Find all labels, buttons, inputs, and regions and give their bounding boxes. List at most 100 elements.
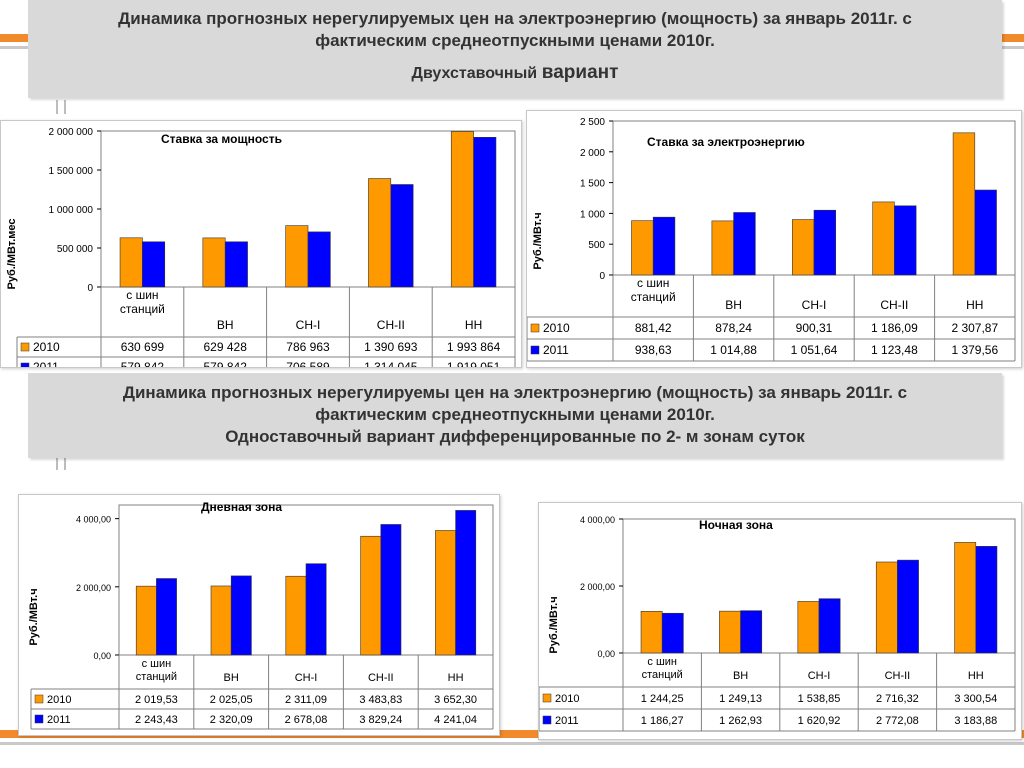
y-tick-label: 0,00 <box>597 649 615 659</box>
data-value-label: 579 842 <box>204 360 248 367</box>
divider-mark <box>64 100 66 114</box>
data-value-label: 1 993 864 <box>447 340 501 354</box>
data-value-label: 2 678,08 <box>285 714 328 726</box>
data-value-label: 938,63 <box>635 343 672 357</box>
legend-label-2010: 2010 <box>47 694 71 706</box>
data-value-label: 1 186,27 <box>641 715 684 727</box>
bar-2010-5 <box>954 542 977 654</box>
data-value-label: 1 390 693 <box>364 340 418 354</box>
chart-panel-day-zone: 0,00 2 000,00 4 000,00 Руб./МВт.ч Дневная зо… <box>18 494 500 736</box>
bar-2011-2 <box>740 610 763 654</box>
chart-title: Ставка за электроэнергию <box>647 135 805 149</box>
data-value-label: 1 244,25 <box>641 693 684 705</box>
data-value-label: 786 963 <box>286 340 330 354</box>
data-value-label: 3 300,54 <box>954 693 997 705</box>
y-tick-label: 4 000,00 <box>580 515 615 525</box>
legend-label-2011: 2011 <box>543 343 569 357</box>
y-tick-label: 0 <box>87 283 93 294</box>
y-tick-label: 500 <box>588 240 605 251</box>
legend-swatch-2011 <box>20 362 30 372</box>
divider-mark <box>64 458 66 470</box>
bar-2011-5 <box>455 510 477 656</box>
chart-panel-night-zone: 0,00 2 000,00 4 000,00 Руб./МВт.ч Ночная зон… <box>538 502 1022 740</box>
category-label: ВН <box>725 298 742 312</box>
category-label: с шин <box>637 276 669 290</box>
bar-2010-4 <box>872 201 895 276</box>
y-tick-label: 0 <box>599 271 605 282</box>
chart-energy: 0 500 1 000 1 500 2 000 2 500 Руб./МВт.ч Ставка… <box>526 117 1016 362</box>
mid-title-line3: Одноставочный вариант дифференцированные… <box>225 427 805 446</box>
bar-2010-1 <box>631 220 654 276</box>
category-label: СН-I <box>296 318 321 332</box>
top-title-line2: фактическим среднеотпускными ценами 2010… <box>315 31 715 50</box>
bar-2010-4 <box>368 178 392 288</box>
bar-2011-2 <box>224 241 248 288</box>
category-label: с шин <box>142 658 172 670</box>
category-label: СН-II <box>377 318 405 332</box>
top-subtitle: Двухставочный вариант <box>28 62 1002 85</box>
bar-2011-3 <box>305 563 327 656</box>
chart-panel-capacity: 0 500 000 1 000 000 1 500 000 2 000 000 Руб./… <box>0 120 522 378</box>
category-label: ВН <box>733 670 748 682</box>
category-label: станций <box>136 671 177 683</box>
data-value-label: 1 249,13 <box>719 693 762 705</box>
bar-2011-5 <box>473 137 497 288</box>
y-tick-label: 1 000 000 <box>49 205 94 216</box>
bar-2010-4 <box>360 535 382 656</box>
data-value-label: 1 186,09 <box>871 321 918 335</box>
bar-2010-2 <box>719 610 741 654</box>
legend-label-2011: 2011 <box>555 715 579 727</box>
data-value-label: 2 311,09 <box>285 694 327 706</box>
bar-2010-1 <box>640 611 663 654</box>
bar-2011-5 <box>975 546 998 654</box>
bar-2010-2 <box>210 585 232 656</box>
bar-2011-4 <box>390 184 414 288</box>
bar-2010-3 <box>285 225 309 288</box>
data-value-label: 1 620,92 <box>798 715 841 727</box>
bar-2011-4 <box>380 524 402 656</box>
y-tick-label: 1 500 000 <box>49 166 94 177</box>
category-label: СН-II <box>880 298 908 312</box>
data-value-label: 2 019,53 <box>135 694 178 706</box>
mid-title-box: Динамика прогнозных нерегулируемы цен на… <box>28 373 1002 458</box>
data-value-label: 881,42 <box>635 321 672 335</box>
bar-2010-5 <box>952 132 976 276</box>
legend-label-2010: 2010 <box>543 321 570 335</box>
top-title-line1: Динамика прогнозных нерегулируемых цен н… <box>118 9 912 28</box>
data-value-label: 2 243,43 <box>135 714 178 726</box>
category-label: СН-II <box>368 672 394 684</box>
legend-swatch-2010 <box>34 694 44 704</box>
y-tick-label: 2 000,00 <box>580 582 615 592</box>
category-label: НН <box>465 318 482 332</box>
data-value-label: 1 051,64 <box>791 343 838 357</box>
category-label: станций <box>642 669 683 681</box>
data-value-label: 3 652,30 <box>434 694 477 706</box>
data-value-label: 3 183,88 <box>954 715 997 727</box>
data-value-label: 706 589 <box>286 360 330 367</box>
bar-2010-2 <box>711 220 734 276</box>
data-value-label: 2 320,09 <box>210 714 253 726</box>
y-tick-label: 2 500 <box>580 117 605 128</box>
y-axis-label: Руб./МВт.ч <box>548 596 560 653</box>
category-label: ВН <box>217 318 234 332</box>
chart-title: Ставка за мощность <box>161 132 282 146</box>
data-value-label: 1 262,93 <box>719 715 762 727</box>
y-tick-label: 4 000,00 <box>76 515 111 525</box>
bar-2011-2 <box>230 575 252 656</box>
category-label: станций <box>631 290 676 304</box>
top-subtitle-part2: вариант <box>541 62 619 83</box>
y-tick-label: 2 000,00 <box>76 583 111 593</box>
bar-2010-3 <box>791 219 815 276</box>
legend-swatch-2010 <box>542 693 552 703</box>
bar-2010-1 <box>135 585 157 656</box>
bar-2011-5 <box>974 189 997 276</box>
chart-night-zone: 0,00 2 000,00 4 000,00 Руб./МВт.ч Ночная зон… <box>538 515 1016 732</box>
category-label: СН-I <box>802 298 827 312</box>
bottom-accent-stripe <box>0 730 1024 738</box>
data-value-label: 630 699 <box>121 340 165 354</box>
y-tick-label: 2 000 <box>580 148 605 159</box>
legend-swatch-2010 <box>20 342 30 352</box>
chart-panel-energy: 0 500 1 000 1 500 2 000 2 500 Руб./МВт.ч Ставка… <box>526 110 1022 368</box>
bar-2011-4 <box>897 559 919 654</box>
legend-swatch-2011 <box>34 714 44 724</box>
